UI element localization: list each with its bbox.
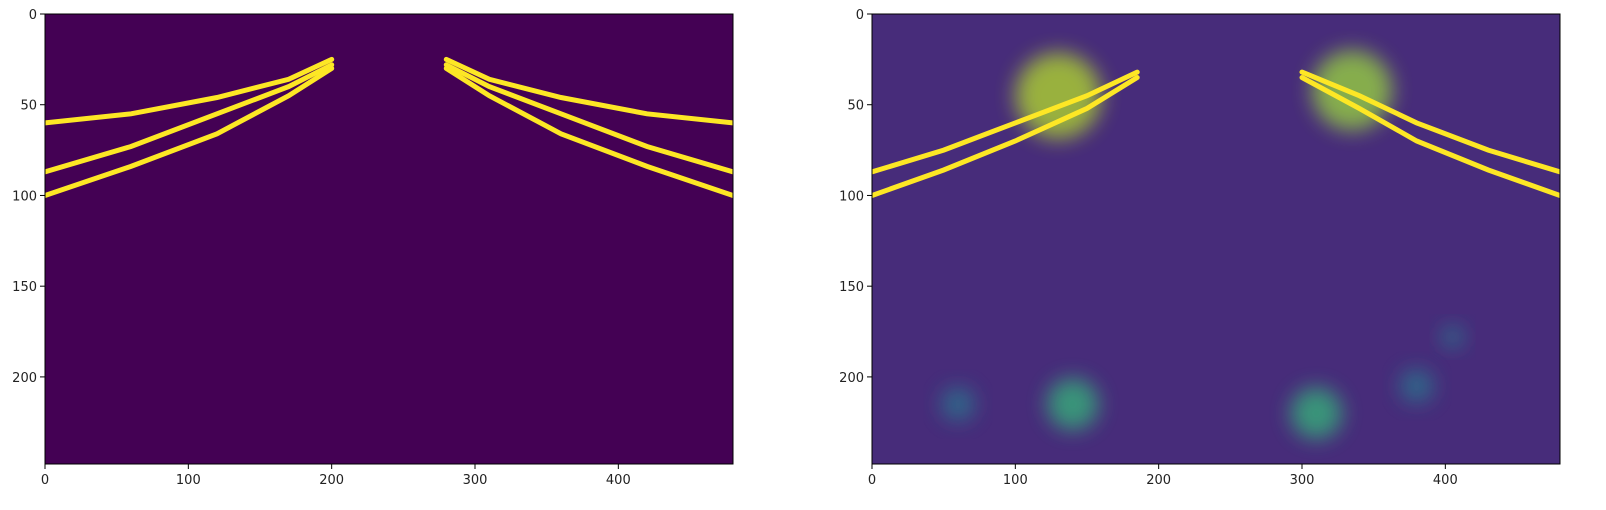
x-tick-label: 200 bbox=[1146, 473, 1171, 488]
heatmap-hotspot bbox=[1399, 368, 1434, 404]
x-tick-label: 300 bbox=[1290, 473, 1315, 488]
y-tick-label: 0 bbox=[856, 8, 864, 23]
y-tick-label: 200 bbox=[839, 371, 864, 386]
x-tick-label: 200 bbox=[319, 473, 344, 488]
x-tick-label: 300 bbox=[463, 473, 488, 488]
y-tick-label: 200 bbox=[12, 371, 37, 386]
heatmap-hotspot bbox=[1290, 387, 1343, 439]
x-tick-label: 400 bbox=[1433, 473, 1458, 488]
heatmap-background bbox=[872, 14, 1560, 464]
heatmap-lane-line bbox=[872, 75, 1140, 198]
heatmap-lane-line bbox=[443, 56, 733, 126]
x-tick-label: 100 bbox=[1003, 473, 1028, 488]
y-tick-label: 50 bbox=[847, 99, 864, 114]
x-tick-label: 0 bbox=[41, 473, 49, 488]
y-tick-label: 150 bbox=[839, 280, 864, 295]
heatmap-panel-1: 0 100 200 300 400 0 50 100 150 200 bbox=[12, 8, 734, 488]
heatmap-lane-line bbox=[443, 65, 733, 198]
heatmap-lane-line bbox=[1299, 69, 1560, 175]
heatmap-hotspot bbox=[940, 386, 976, 422]
x-tick-label: 100 bbox=[176, 473, 201, 488]
heatmap-lane-line bbox=[443, 62, 733, 175]
y-tick-label: 0 bbox=[29, 8, 37, 23]
plot-frame bbox=[44, 13, 734, 465]
heatmap-lane-line bbox=[45, 62, 335, 175]
plot-frame bbox=[871, 13, 1561, 465]
heatmap-lane-line bbox=[45, 65, 335, 198]
x-tick-label: 400 bbox=[606, 473, 631, 488]
y-tick-label: 100 bbox=[839, 189, 864, 204]
heatmap-lane-line bbox=[1299, 75, 1560, 198]
heatmap-lane-line bbox=[45, 56, 335, 126]
heatmap-panel-2: 0 100 200 300 400 0 50 100 150 200 bbox=[839, 8, 1561, 488]
y-tick-label: 100 bbox=[12, 189, 37, 204]
x-tick-label: 0 bbox=[868, 473, 876, 488]
y-tick-label: 50 bbox=[20, 99, 37, 114]
y-tick-label: 150 bbox=[12, 280, 37, 295]
heatmap-background bbox=[45, 14, 733, 464]
heatmap-hotspot bbox=[1441, 325, 1464, 349]
heatmap-hotspot bbox=[1046, 378, 1099, 430]
heatmap-lane-line bbox=[872, 69, 1140, 175]
